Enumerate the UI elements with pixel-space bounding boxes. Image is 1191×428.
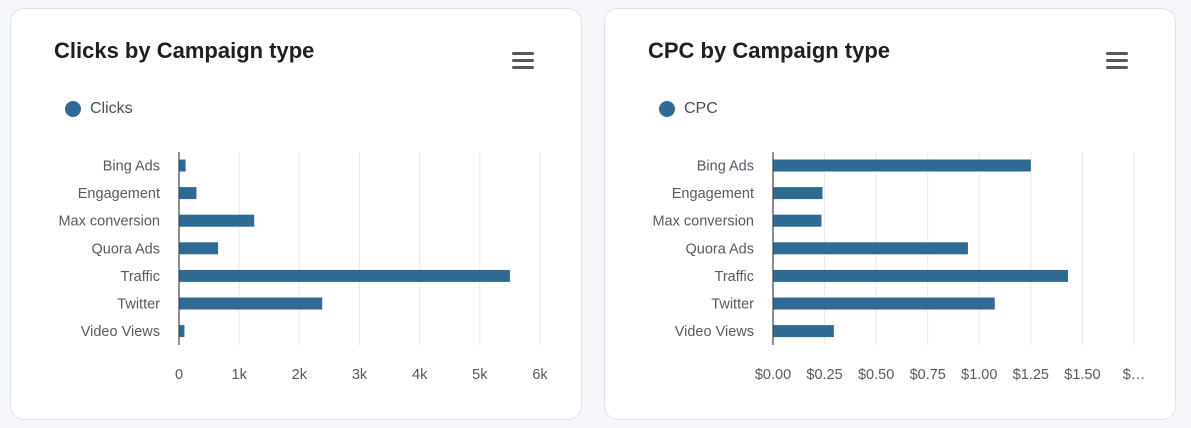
bar[interactable] — [179, 325, 185, 338]
category-label: Engagement — [78, 186, 160, 202]
category-label: Engagement — [672, 186, 754, 202]
bar[interactable] — [179, 159, 186, 172]
bar[interactable] — [179, 242, 219, 255]
bar[interactable] — [179, 187, 197, 200]
cpc-bar-plot: Bing Ads Engagement Max conversion Quora Ad… — [652, 152, 1146, 383]
hamburger-menu-icon[interactable] — [512, 51, 534, 71]
x-tick-label: 0 — [175, 367, 183, 383]
category-label: Traffic — [715, 269, 754, 285]
category-label: Quora Ads — [685, 241, 754, 257]
x-tick-label: $0.50 — [858, 367, 894, 383]
legend-item-cpc[interactable]: CPC — [659, 99, 718, 119]
chart-title: CPC by Campaign type — [648, 38, 891, 63]
x-tick-label: 1k — [232, 367, 248, 383]
category-label: Video Views — [675, 324, 754, 340]
clicks-bar-plot: Bing Ads Engagement Max conversion Quora Ad… — [58, 152, 548, 383]
category-label: Twitter — [117, 297, 160, 313]
bar[interactable] — [773, 269, 1068, 282]
x-tick-label: $0.00 — [755, 367, 791, 383]
bar[interactable] — [773, 242, 968, 255]
category-label: Max conversion — [58, 214, 160, 230]
bar[interactable] — [773, 214, 822, 227]
hamburger-menu-icon[interactable] — [1106, 51, 1128, 71]
category-label: Bing Ads — [697, 159, 754, 175]
bar[interactable] — [773, 159, 1031, 172]
category-label: Max conversion — [652, 214, 754, 230]
category-label: Traffic — [121, 269, 160, 285]
x-tick-label: 2k — [292, 367, 308, 383]
bar[interactable] — [773, 325, 834, 338]
x-tick-label: 4k — [412, 367, 428, 383]
x-tick-label: $1.00 — [961, 367, 997, 383]
legend-label: Clicks — [90, 100, 133, 117]
x-tick-label: 5k — [472, 367, 488, 383]
legend-dot — [65, 101, 81, 117]
x-tick-label: 6k — [532, 367, 548, 383]
bar[interactable] — [773, 297, 995, 310]
x-tick-label: $0.75 — [910, 367, 946, 383]
x-tick-label: $1.50 — [1064, 367, 1100, 383]
cpc-chart-card: CPC by Campaign type CPC Bing Ads Engagem… — [604, 8, 1176, 420]
legend-label: CPC — [684, 100, 718, 117]
category-label: Quora Ads — [91, 241, 160, 257]
x-tick-label: $0.25 — [806, 367, 842, 383]
bar[interactable] — [179, 269, 510, 282]
bar[interactable] — [179, 214, 255, 227]
chart-title: Clicks by Campaign type — [54, 38, 315, 63]
x-tick-label: $… — [1123, 367, 1146, 383]
legend-dot — [659, 101, 675, 117]
bar[interactable] — [773, 187, 823, 200]
category-label: Video Views — [81, 324, 160, 340]
category-label: Twitter — [711, 297, 754, 313]
x-tick-label: 3k — [352, 367, 368, 383]
legend-item-clicks[interactable]: Clicks — [65, 99, 133, 119]
clicks-chart-card: Clicks by Campaign type Clicks Bing Ads E… — [10, 8, 582, 420]
category-label: Bing Ads — [103, 159, 160, 175]
bar[interactable] — [179, 297, 323, 310]
x-tick-label: $1.25 — [1013, 367, 1049, 383]
